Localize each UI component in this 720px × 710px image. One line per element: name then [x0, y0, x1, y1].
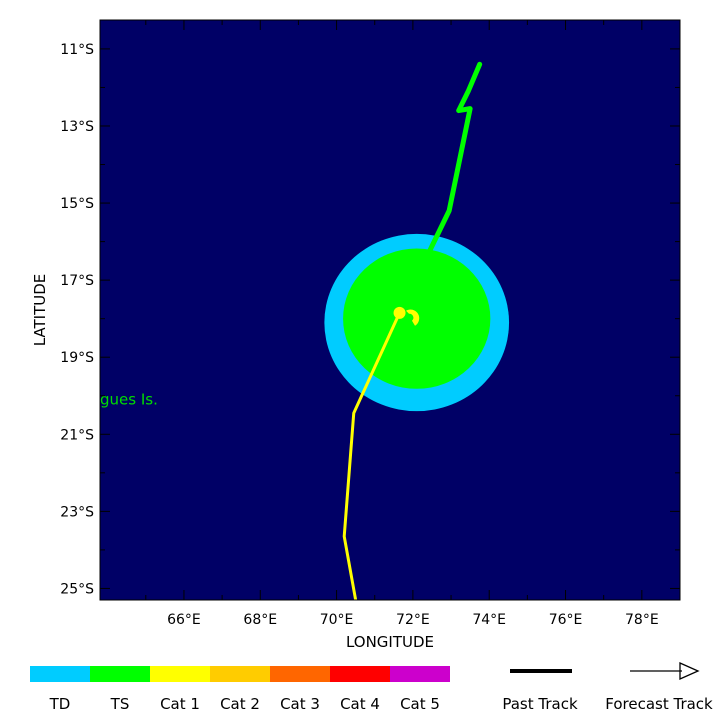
legend-swatch-cat-1: [150, 666, 210, 682]
lat-tick-label: 17°S: [60, 273, 94, 289]
lat-tick-label: 19°S: [60, 350, 94, 366]
legend-swatch-cat-3: [270, 666, 330, 682]
lon-tick-label: 74°E: [472, 612, 506, 628]
legend-label-cat-3: Cat 3: [280, 695, 320, 710]
lon-tick-label: 72°E: [396, 612, 430, 628]
lat-tick-label: 21°S: [60, 427, 94, 443]
forecast-arrow-icon: [630, 661, 700, 681]
storm-symbol-icon: [405, 309, 420, 326]
lon-tick-label: 68°E: [243, 612, 277, 628]
lat-tick-label: 25°S: [60, 581, 94, 597]
lat-tick-label: 13°S: [60, 119, 94, 135]
map-plot-border: [99, 19, 681, 601]
lat-tick-label: 15°S: [60, 196, 94, 212]
legend-label-td: TD: [49, 695, 71, 710]
legend-label-cat-2: Cat 2: [220, 695, 260, 710]
past-track-legend-label: Past Track: [502, 695, 578, 710]
lon-tick-label: 70°E: [320, 612, 354, 628]
category-legend: TD TS Cat 1 Cat 2 Cat 3 Cat 4 Cat 5: [30, 666, 450, 710]
lon-tick-label: 76°E: [549, 612, 583, 628]
forecast-track-legend-label: Forecast Track: [605, 695, 713, 710]
legend-swatch-cat-5: [390, 666, 450, 682]
legend-swatch-ts: [90, 666, 150, 682]
legend-label-cat-4: Cat 4: [340, 695, 380, 710]
lat-tick-label: 11°S: [60, 42, 94, 58]
lon-tick-label: 66°E: [167, 612, 201, 628]
legend-swatch-td: [30, 666, 90, 682]
legend-swatch-cat-4: [330, 666, 390, 682]
forecast-track-line: [342, 312, 401, 600]
past-track-line: [397, 61, 483, 316]
legend-label-cat-1: Cat 1: [160, 695, 200, 710]
lon-tick-label: 78°E: [625, 612, 659, 628]
legend-swatch-cat-2: [210, 666, 270, 682]
lat-tick-label: 23°S: [60, 504, 94, 520]
legend-label-ts: TS: [110, 695, 130, 710]
legend-label-cat-5: Cat 5: [400, 695, 440, 710]
place-label: gues Is.: [100, 391, 158, 409]
x-axis-title: LONGITUDE: [346, 633, 434, 651]
current-position-marker: [393, 306, 406, 319]
y-axis-title: LATITUDE: [31, 274, 49, 347]
